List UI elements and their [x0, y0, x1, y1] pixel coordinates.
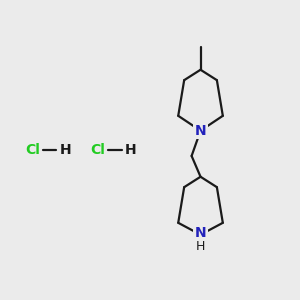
Text: Cl: Cl	[25, 143, 40, 157]
Text: N: N	[195, 226, 206, 240]
Text: N: N	[195, 124, 206, 138]
Text: H: H	[125, 143, 136, 157]
Text: Cl: Cl	[91, 143, 105, 157]
Text: H: H	[59, 143, 71, 157]
Text: H: H	[196, 239, 205, 253]
